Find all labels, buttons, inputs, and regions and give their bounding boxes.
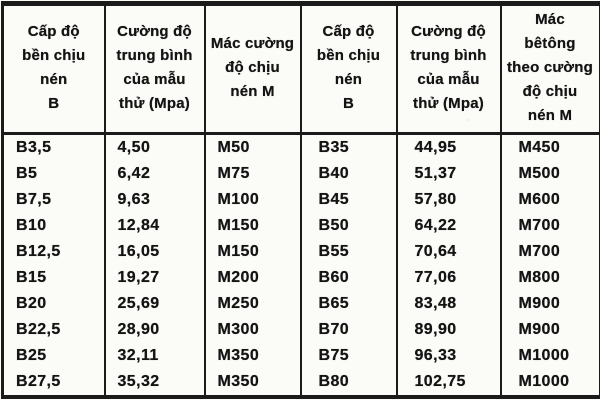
header-cell-class-b-left: Cấp độ bền chịu nén B — [2, 3, 105, 135]
table-cell: 4,50 — [103, 133, 205, 161]
table-cell: M500 — [499, 161, 600, 187]
table-cell: 64,22 — [395, 213, 501, 239]
table-cell: M700 — [499, 239, 600, 265]
table-cell: 32,11 — [103, 343, 205, 369]
table-cell: 70,64 — [395, 239, 501, 265]
table-cell: B7,5 — [16, 191, 52, 208]
table-cell: 44,95 — [395, 133, 501, 161]
table-cell: B12,5 — [16, 243, 61, 260]
table-cell: B15 — [16, 269, 47, 286]
table-cell: 9,63 — [103, 187, 205, 213]
header-row: Cấp độ bền chịu nén B Cường độ trung bìn… — [2, 3, 600, 135]
table-cell: 89,90 — [395, 317, 501, 343]
table-cell: B80 — [299, 369, 397, 397]
table-cell: B22,5 — [16, 321, 61, 338]
table-cell: B10 — [16, 217, 47, 234]
table-row: B7,5 9,63 M100 B45 57,80 M600 — [3, 187, 600, 213]
header-cell-class-b-right: Cấp độ bền chịu nén B — [299, 3, 397, 135]
table-cell: 25,69 — [103, 291, 205, 317]
table-row: B20 25,69 M250 B65 83,48 M900 — [3, 291, 600, 317]
table-cell: M50 — [203, 133, 301, 161]
table-cell: M1000 — [499, 343, 600, 369]
table-cell: M600 — [499, 187, 600, 213]
table-cell: M300 — [203, 317, 301, 343]
table-cell: 28,90 — [103, 317, 205, 343]
table-cell: M100 — [203, 187, 301, 213]
table-row: B12,5 16,05 M150 B55 70,64 M700 — [3, 239, 600, 265]
table-cell: M450 — [499, 133, 600, 161]
table-cell: 51,37 — [395, 161, 501, 187]
table-cell: 102,75 — [395, 369, 501, 397]
table-cell: M350 — [203, 343, 301, 369]
table-cell: B3,5 — [16, 139, 52, 156]
table-row: B27,5 35,32 M350 B80 102,75 M1000 — [3, 369, 600, 397]
table-cell: M75 — [203, 161, 301, 187]
table-cell: 77,06 — [395, 265, 501, 291]
table-cell: B70 — [299, 317, 397, 343]
table-body: B3,5 4,50 M50 B35 44,95 M450 B5 6,42 M75 B40 51,37… — [3, 133, 600, 397]
table-row: B22,5 28,90 M300 B70 89,90 M900 — [3, 317, 600, 343]
table-row: B25 32,11 M350 B75 96,33 M1000 — [3, 343, 600, 369]
table-cell: M1000 — [499, 369, 600, 397]
table-cell: B35 — [299, 133, 397, 161]
table-cell: M700 — [499, 213, 600, 239]
table-cell: B5 — [16, 165, 38, 182]
header-cell-grade-m-left: Mác cường độ chịu nén M — [203, 3, 301, 135]
table-cell: M200 — [203, 265, 301, 291]
table-cell: B65 — [299, 291, 397, 317]
table-cell: 16,05 — [103, 239, 205, 265]
table-cell: B60 — [299, 265, 397, 291]
table-cell: M250 — [203, 291, 301, 317]
table-cell: M150 — [203, 213, 301, 239]
table-cell: 57,80 — [395, 187, 501, 213]
table-cell: B75 — [299, 343, 397, 369]
table-cell: 83,48 — [395, 291, 501, 317]
table-cell: M150 — [203, 239, 301, 265]
table-cell: 19,27 — [103, 265, 205, 291]
table-cell: B27,5 — [16, 373, 61, 390]
header-cell-grade-m-right: Mác bêtông theo cường độ chịu nén M — [499, 3, 600, 135]
header-cell-strength-left: Cường độ trung bình của mẫu thử (Mpa) — [103, 3, 205, 135]
table-cell: B25 — [16, 347, 47, 364]
table-cell: M900 — [499, 291, 600, 317]
table-cell: B50 — [299, 213, 397, 239]
header-cell-strength-right: Cường độ trung bình của mẫu thử (Mpa) — [395, 3, 501, 135]
table-cell: 35,32 — [103, 369, 205, 397]
table-row: B10 12,84 M150 B50 64,22 M700 — [3, 213, 600, 239]
table-cell: M350 — [203, 369, 301, 397]
table-cell: M800 — [499, 265, 600, 291]
table-cell: B20 — [16, 295, 47, 312]
table-row: B15 19,27 M200 B60 77,06 M800 — [3, 265, 600, 291]
table-cell: 12,84 — [103, 213, 205, 239]
table-header: Cấp độ bền chịu nén B Cường độ trung bìn… — [2, 3, 600, 135]
table-cell: B45 — [299, 187, 397, 213]
table-cell: M900 — [499, 317, 600, 343]
table-row: B3,5 4,50 M50 B35 44,95 M450 — [3, 133, 600, 161]
table-cell: 6,42 — [103, 161, 205, 187]
table-cell: B40 — [299, 161, 397, 187]
table-cell: B55 — [299, 239, 397, 265]
table-row: B5 6,42 M75 B40 51,37 M500 — [3, 161, 600, 187]
table-cell: 96,33 — [395, 343, 501, 369]
